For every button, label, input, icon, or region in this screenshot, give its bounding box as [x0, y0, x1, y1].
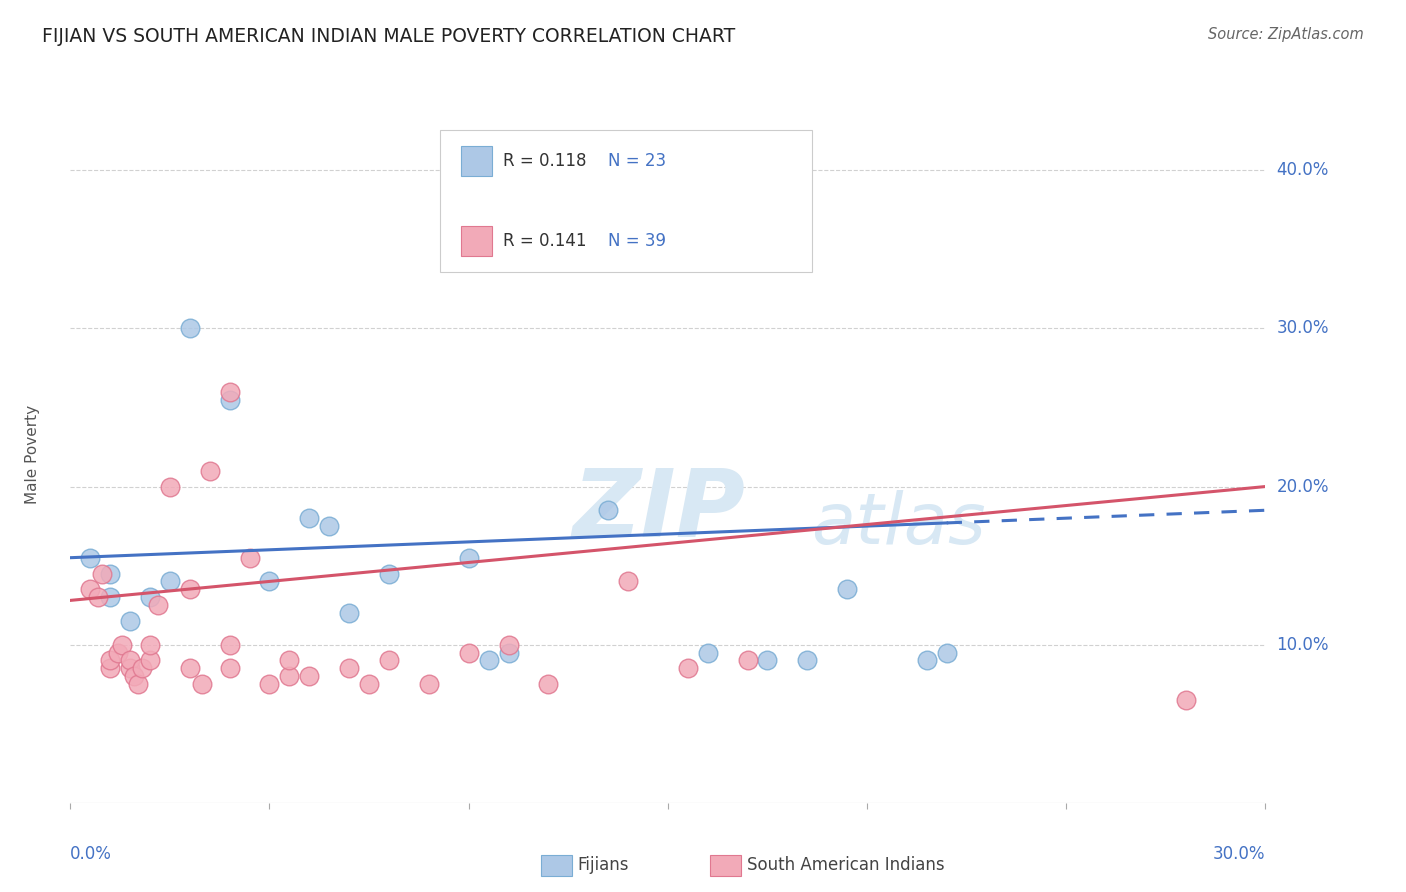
Point	[159, 479, 181, 493]
Text: 10.0%: 10.0%	[1277, 636, 1329, 654]
Point	[127, 677, 149, 691]
Point	[915, 653, 938, 667]
Point	[298, 669, 321, 683]
Point	[498, 638, 520, 652]
Point	[457, 646, 479, 660]
Point	[218, 384, 240, 399]
Point	[139, 653, 162, 667]
Point	[98, 653, 121, 667]
Point	[120, 653, 141, 667]
Point	[239, 550, 262, 565]
Point	[98, 661, 121, 675]
Point	[122, 669, 145, 683]
Text: 40.0%: 40.0%	[1277, 161, 1329, 179]
Point	[120, 661, 141, 675]
Point	[259, 677, 281, 691]
Point	[179, 321, 201, 335]
Text: R = 0.141: R = 0.141	[503, 232, 586, 250]
Text: Source: ZipAtlas.com: Source: ZipAtlas.com	[1208, 27, 1364, 42]
Point	[457, 550, 479, 565]
Point	[139, 638, 162, 652]
Point	[617, 574, 640, 589]
Point	[259, 574, 281, 589]
Point	[676, 661, 699, 675]
Point	[478, 653, 501, 667]
Point	[337, 606, 360, 620]
Point	[111, 638, 134, 652]
Text: atlas: atlas	[811, 490, 986, 559]
Text: FIJIAN VS SOUTH AMERICAN INDIAN MALE POVERTY CORRELATION CHART: FIJIAN VS SOUTH AMERICAN INDIAN MALE POV…	[42, 27, 735, 45]
Point	[179, 661, 201, 675]
Point	[359, 677, 381, 691]
Text: N = 23: N = 23	[609, 152, 666, 169]
Point	[79, 550, 101, 565]
Point	[537, 677, 560, 691]
Point	[218, 638, 240, 652]
Text: 30.0%: 30.0%	[1277, 319, 1329, 337]
Text: ZIP: ZIP	[572, 465, 745, 557]
Point	[107, 646, 129, 660]
Point	[79, 582, 101, 597]
Point	[1174, 693, 1197, 707]
Point	[737, 653, 759, 667]
Point	[935, 646, 957, 660]
Point	[337, 661, 360, 675]
Point	[91, 566, 114, 581]
Text: N = 39: N = 39	[609, 232, 666, 250]
Text: 20.0%: 20.0%	[1277, 477, 1329, 496]
Point	[146, 598, 169, 612]
Point	[278, 653, 301, 667]
Text: Fijians: Fijians	[578, 856, 630, 874]
Point	[98, 591, 121, 605]
Point	[796, 653, 818, 667]
Point	[218, 392, 240, 407]
Text: R = 0.118: R = 0.118	[503, 152, 586, 169]
Point	[378, 653, 401, 667]
Point	[98, 566, 121, 581]
Point	[318, 519, 340, 533]
Point	[159, 574, 181, 589]
Point	[696, 646, 718, 660]
Point	[218, 661, 240, 675]
Point	[278, 669, 301, 683]
Point	[198, 464, 221, 478]
Point	[139, 591, 162, 605]
Text: 30.0%: 30.0%	[1213, 846, 1265, 863]
Point	[378, 566, 401, 581]
Point	[498, 646, 520, 660]
Point	[298, 511, 321, 525]
Point	[837, 582, 859, 597]
Point	[418, 677, 440, 691]
Text: 0.0%: 0.0%	[70, 846, 112, 863]
Point	[120, 614, 141, 628]
Text: South American Indians: South American Indians	[747, 856, 945, 874]
Point	[598, 503, 620, 517]
Point	[191, 677, 214, 691]
Point	[87, 591, 110, 605]
Point	[131, 661, 153, 675]
Point	[179, 582, 201, 597]
Text: Male Poverty: Male Poverty	[25, 405, 41, 505]
Point	[756, 653, 779, 667]
